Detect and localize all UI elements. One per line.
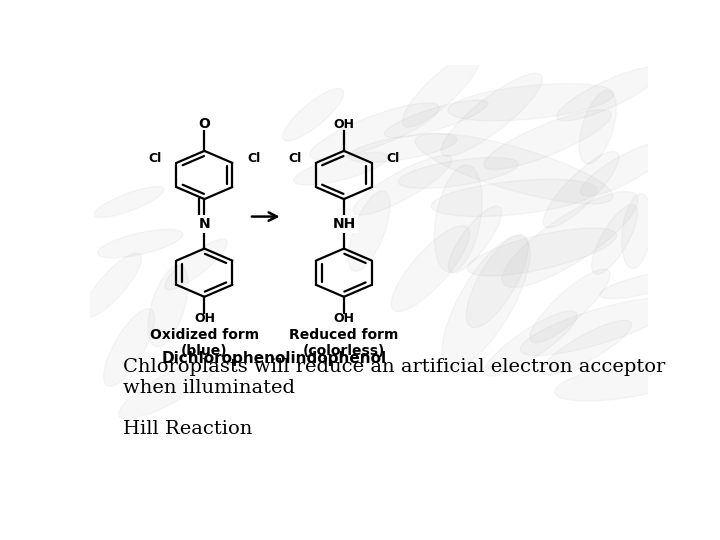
Text: Cl: Cl	[148, 152, 162, 165]
Polygon shape	[521, 298, 675, 355]
Polygon shape	[600, 272, 685, 299]
Polygon shape	[557, 67, 661, 121]
Polygon shape	[441, 73, 542, 156]
Text: Chloroplasts will reduce an artificial electron acceptor
when illuminated: Chloroplasts will reduce an artificial e…	[124, 358, 666, 397]
Text: N: N	[199, 217, 210, 231]
Polygon shape	[283, 89, 343, 141]
Polygon shape	[348, 133, 457, 163]
Text: OH: OH	[333, 312, 354, 325]
Polygon shape	[544, 151, 618, 228]
Polygon shape	[448, 84, 613, 121]
Polygon shape	[434, 165, 482, 272]
Polygon shape	[84, 253, 141, 318]
Polygon shape	[467, 234, 528, 328]
Polygon shape	[97, 230, 183, 258]
Polygon shape	[415, 133, 613, 204]
Polygon shape	[391, 226, 469, 312]
Text: Cl: Cl	[387, 152, 400, 165]
Polygon shape	[622, 194, 652, 268]
Polygon shape	[580, 91, 616, 164]
Text: Oxidized form
(blue): Oxidized form (blue)	[150, 328, 259, 358]
Polygon shape	[449, 206, 502, 273]
Polygon shape	[294, 152, 389, 185]
Polygon shape	[119, 359, 217, 419]
Polygon shape	[467, 228, 616, 276]
Polygon shape	[502, 192, 638, 287]
Polygon shape	[485, 311, 577, 376]
Polygon shape	[165, 239, 228, 290]
Polygon shape	[398, 158, 518, 188]
Polygon shape	[384, 100, 487, 138]
Polygon shape	[530, 269, 610, 343]
Polygon shape	[431, 179, 597, 217]
Text: O: O	[199, 117, 210, 131]
Polygon shape	[442, 236, 530, 368]
Polygon shape	[484, 110, 611, 170]
Polygon shape	[402, 52, 481, 127]
Text: OH: OH	[333, 118, 354, 131]
Polygon shape	[94, 186, 164, 218]
Polygon shape	[348, 191, 390, 272]
Text: Reduced form
(colorless): Reduced form (colorless)	[289, 328, 399, 358]
Polygon shape	[310, 103, 439, 160]
Polygon shape	[541, 320, 631, 375]
Polygon shape	[592, 205, 637, 274]
Polygon shape	[555, 361, 696, 401]
Polygon shape	[580, 141, 671, 196]
Polygon shape	[148, 265, 188, 347]
Text: NH: NH	[332, 217, 356, 231]
Text: OH: OH	[194, 312, 215, 325]
Text: Dichlorophenolindophenol: Dichlorophenolindophenol	[161, 351, 387, 366]
Text: Cl: Cl	[288, 152, 301, 165]
Text: Cl: Cl	[247, 152, 260, 165]
Polygon shape	[353, 156, 452, 215]
Polygon shape	[104, 309, 155, 386]
Text: Hill Reaction: Hill Reaction	[124, 420, 253, 438]
